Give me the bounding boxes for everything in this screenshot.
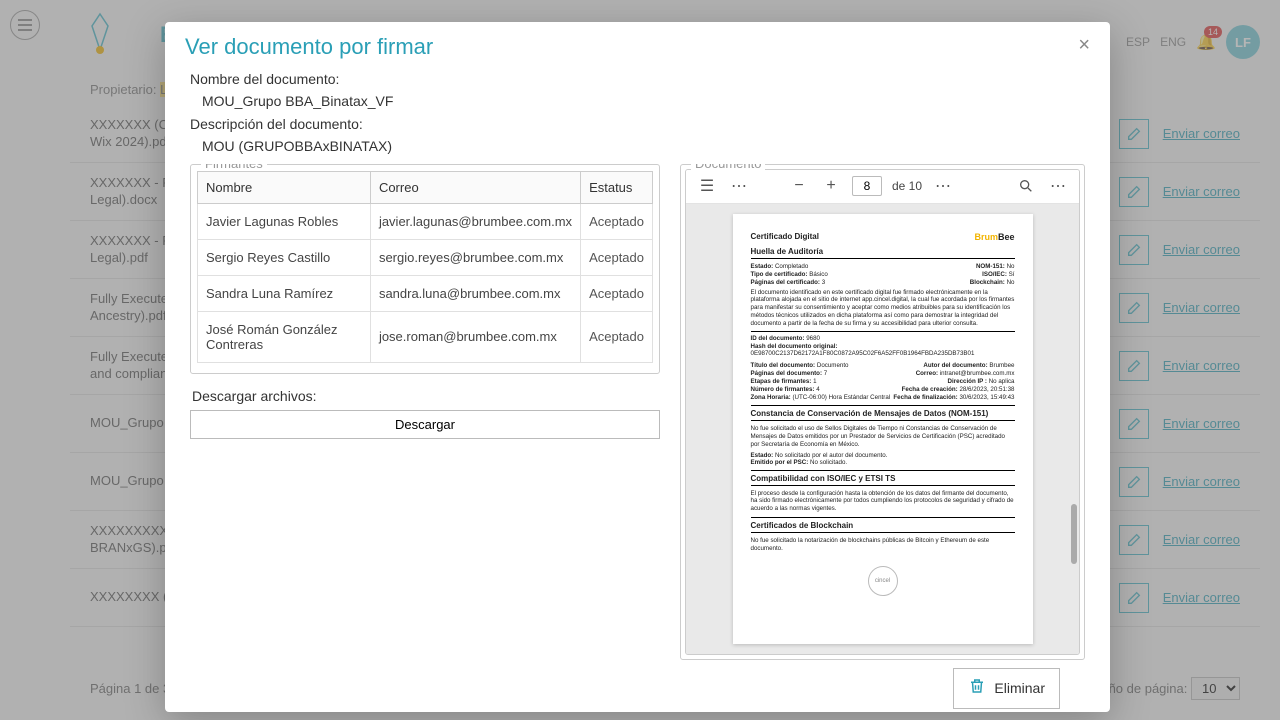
col-email: Correo (370, 171, 580, 203)
col-status: Estatus (581, 171, 653, 203)
doc-desc-label: Descripción del documento: (190, 113, 1085, 135)
pdf-more-center-icon[interactable]: ⋯ (932, 175, 954, 197)
signers-table: Nombre Correo Estatus Javier Lagunas Rob… (197, 171, 653, 363)
doc-name-label: Nombre del documento: (190, 68, 1085, 90)
pdf-viewport[interactable]: BrumBee Certificado Digital Huella de Au… (686, 204, 1079, 654)
pdf-page: BrumBee Certificado Digital Huella de Au… (733, 214, 1033, 644)
signer-row: Sandra Luna Ramírezsandra.luna@brumbee.c… (198, 275, 653, 311)
trash-icon (968, 677, 986, 700)
signer-email: sandra.luna@brumbee.com.mx (370, 275, 580, 311)
signer-name: José Román González Contreras (198, 311, 371, 362)
pdf-more-right-icon[interactable]: ⋯ (1047, 175, 1069, 197)
download-label: Descargar archivos: (192, 388, 660, 404)
pdf-stamp-icon: cincel (868, 566, 898, 596)
signers-fieldset: Firmantes Nombre Correo Estatus Javier L… (190, 164, 660, 374)
pdf-more-left-icon[interactable]: ⋯ (728, 175, 750, 197)
pdf-viewer: ☰ ⋯ − + de 10 ⋯ ⋯ (685, 169, 1080, 655)
signers-legend: Firmantes (201, 164, 267, 171)
document-legend: Documento (691, 164, 765, 171)
pdf-zoom-out-icon[interactable]: − (788, 175, 810, 197)
signer-status: Aceptado (581, 311, 653, 362)
document-fieldset: Documento ☰ ⋯ − + de 10 ⋯ (680, 164, 1085, 660)
signer-name: Sandra Luna Ramírez (198, 275, 371, 311)
pdf-scrollbar-thumb[interactable] (1071, 504, 1077, 564)
download-button[interactable]: Descargar (190, 410, 660, 439)
doc-desc-value: MOU (GRUPOBBAxBINATAX) (190, 135, 1085, 157)
signer-row: Javier Lagunas Roblesjavier.lagunas@brum… (198, 203, 653, 239)
signer-email: sergio.reyes@brumbee.com.mx (370, 239, 580, 275)
delete-button[interactable]: Eliminar (953, 668, 1060, 709)
view-document-modal: Ver documento por firmar × Nombre del do… (165, 22, 1110, 712)
signer-status: Aceptado (581, 239, 653, 275)
modal-title: Ver documento por firmar (185, 34, 433, 60)
signer-row: Sergio Reyes Castillosergio.reyes@brumbe… (198, 239, 653, 275)
pdf-toc-icon[interactable]: ☰ (696, 175, 718, 197)
signer-name: Sergio Reyes Castillo (198, 239, 371, 275)
pdf-search-icon[interactable] (1015, 175, 1037, 197)
signer-email: jose.roman@brumbee.com.mx (370, 311, 580, 362)
pdf-brand: BrumBee (974, 232, 1014, 242)
signer-status: Aceptado (581, 275, 653, 311)
pdf-page-total: de 10 (892, 179, 922, 193)
signer-row: José Román González Contrerasjose.roman@… (198, 311, 653, 362)
signer-name: Javier Lagunas Robles (198, 203, 371, 239)
pdf-zoom-in-icon[interactable]: + (820, 175, 842, 197)
doc-name-value: MOU_Grupo BBA_Binatax_VF (190, 90, 1085, 112)
close-icon[interactable]: × (1078, 34, 1090, 57)
signer-status: Aceptado (581, 203, 653, 239)
col-name: Nombre (198, 171, 371, 203)
pdf-page-input[interactable] (852, 176, 882, 196)
signer-email: javier.lagunas@brumbee.com.mx (370, 203, 580, 239)
